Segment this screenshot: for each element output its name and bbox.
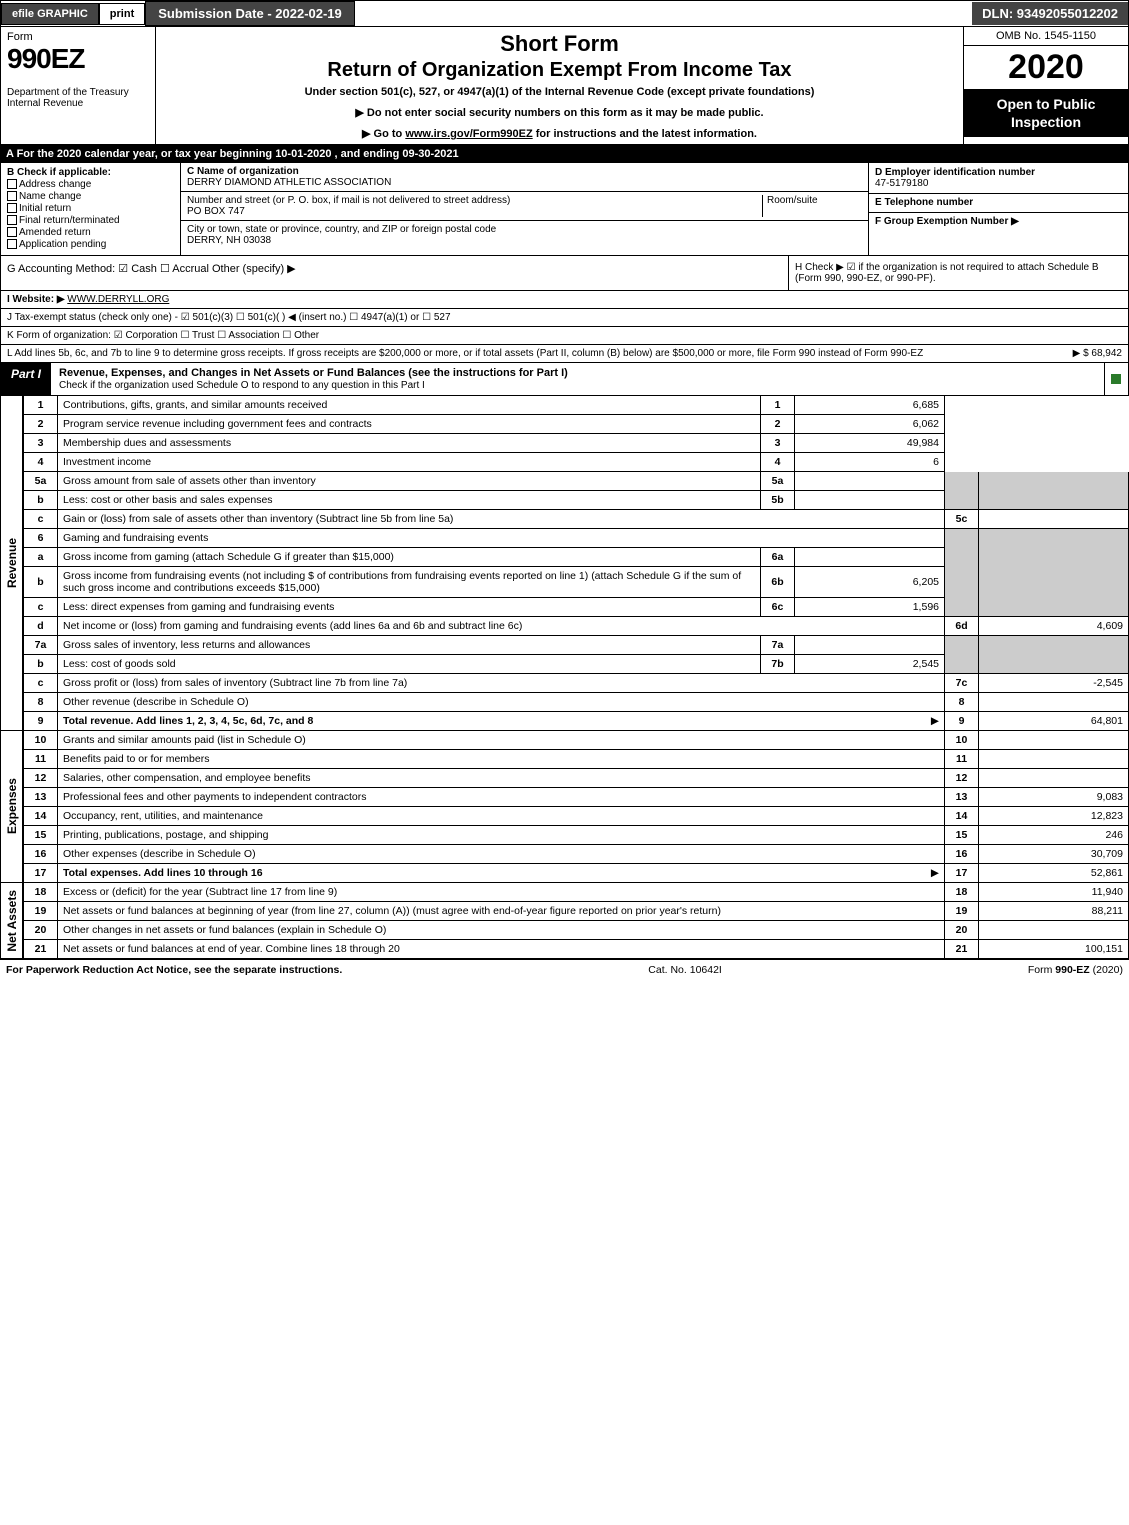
line-h: H Check ▶ ☑ if the organization is not r… (788, 256, 1128, 290)
row-6d: dNet income or (loss) from gaming and fu… (24, 617, 1129, 636)
org-name: DERRY DIAMOND ATHLETIC ASSOCIATION (187, 177, 391, 188)
row-15: 15Printing, publications, postage, and s… (24, 826, 1129, 845)
box-d: D Employer identification number 47-5179… (868, 163, 1128, 255)
form-subtitle: Under section 501(c), 527, or 4947(a)(1)… (164, 86, 955, 98)
row-18: 18Excess or (deficit) for the year (Subt… (24, 883, 1129, 902)
part1-sub: Check if the organization used Schedule … (59, 380, 425, 391)
c-name-label: C Name of organization (187, 166, 299, 177)
header-left: Form 990EZ Department of the Treasury In… (1, 27, 156, 144)
line-i-label: I Website: ▶ (7, 294, 65, 305)
org-city: DERRY, NH 03038 (187, 235, 271, 246)
line-k: K Form of organization: ☑ Corporation ☐ … (0, 327, 1129, 345)
line-l-amount: ▶ $ 68,942 (1073, 348, 1122, 359)
side-revenue: Revenue (3, 534, 21, 592)
row-13: 13Professional fees and other payments t… (24, 788, 1129, 807)
row-19: 19Net assets or fund balances at beginni… (24, 902, 1129, 921)
row-20: 20Other changes in net assets or fund ba… (24, 921, 1129, 940)
dln-label: DLN: 93492055012202 (972, 2, 1128, 25)
note-goto-pre: ▶ Go to (362, 128, 405, 140)
gh-row: G Accounting Method: ☑ Cash ☐ Accrual Ot… (0, 256, 1129, 291)
row-16: 16Other expenses (describe in Schedule O… (24, 845, 1129, 864)
ein-value: 47-5179180 (875, 178, 1122, 189)
department-label: Department of the Treasury Internal Reve… (7, 87, 149, 109)
box-b-title: B Check if applicable: (7, 167, 174, 178)
submission-date: Submission Date - 2022-02-19 (145, 1, 355, 26)
chk-application-pending[interactable]: Application pending (7, 239, 174, 250)
efile-button[interactable]: efile GRAPHIC (1, 3, 99, 25)
row-7a: 7aGross sales of inventory, less returns… (24, 636, 1129, 655)
form-title: Return of Organization Exempt From Incom… (164, 59, 955, 82)
line-g: G Accounting Method: ☑ Cash ☐ Accrual Ot… (1, 256, 788, 290)
irs-link[interactable]: www.irs.gov/Form990EZ (405, 128, 532, 140)
expenses-table: 10Grants and similar amounts paid (list … (23, 731, 1129, 883)
room-suite-label: Room/suite (767, 195, 818, 206)
footer-mid: Cat. No. 10642I (648, 964, 722, 976)
note-goto: ▶ Go to www.irs.gov/Form990EZ for instru… (164, 127, 955, 140)
side-expenses: Expenses (3, 774, 21, 838)
row-12: 12Salaries, other compensation, and empl… (24, 769, 1129, 788)
header-mid: Short Form Return of Organization Exempt… (156, 27, 963, 144)
part1-bar: Part I Revenue, Expenses, and Changes in… (0, 363, 1129, 396)
org-address: PO BOX 747 (187, 206, 245, 217)
top-bar: efile GRAPHIC print Submission Date - 20… (0, 0, 1129, 27)
row-5a: 5aGross amount from sale of assets other… (24, 472, 1129, 491)
print-button[interactable]: print (99, 3, 145, 25)
chk-final-return[interactable]: Final return/terminated (7, 215, 174, 226)
footer-left: For Paperwork Reduction Act Notice, see … (6, 964, 342, 976)
box-b: B Check if applicable: Address change Na… (1, 163, 181, 255)
row-6: 6Gaming and fundraising events (24, 529, 1129, 548)
c-addr-label: Number and street (or P. O. box, if mail… (187, 195, 510, 206)
website-value: WWW.DERRYLL.ORG (67, 294, 169, 305)
page-footer: For Paperwork Reduction Act Notice, see … (0, 959, 1129, 980)
e-tel-label: E Telephone number (875, 197, 973, 208)
line-a: A For the 2020 calendar year, or tax yea… (0, 145, 1129, 163)
line-i: I Website: ▶ WWW.DERRYLL.ORG (0, 291, 1129, 309)
row-9: 9Total revenue. Add lines 1, 2, 3, 4, 5c… (24, 712, 1129, 731)
row-17: 17Total expenses. Add lines 10 through 1… (24, 864, 1129, 883)
expenses-section: Expenses 10Grants and similar amounts pa… (0, 731, 1129, 883)
note-ssn: ▶ Do not enter social security numbers o… (164, 106, 955, 119)
box-c: C Name of organization DERRY DIAMOND ATH… (181, 163, 868, 255)
chk-amended-return[interactable]: Amended return (7, 227, 174, 238)
row-2: 2Program service revenue including gover… (24, 415, 1129, 434)
form-label: Form (7, 31, 149, 43)
revenue-table: 1Contributions, gifts, grants, and simil… (23, 396, 1129, 731)
side-net-assets: Net Assets (3, 886, 21, 956)
net-assets-table: 18Excess or (deficit) for the year (Subt… (23, 883, 1129, 959)
line-l-text: L Add lines 5b, 6c, and 7b to line 9 to … (7, 348, 923, 359)
chk-initial-return[interactable]: Initial return (7, 203, 174, 214)
bcd-box: B Check if applicable: Address change Na… (0, 163, 1129, 256)
line-l: L Add lines 5b, 6c, and 7b to line 9 to … (0, 345, 1129, 363)
part1-tab: Part I (1, 363, 51, 395)
footer-right: Form 990-EZ (2020) (1028, 964, 1123, 976)
chk-name-change[interactable]: Name change (7, 191, 174, 202)
header-right: OMB No. 1545-1150 2020 Open to Public In… (963, 27, 1128, 144)
row-1: 1Contributions, gifts, grants, and simil… (24, 396, 1129, 415)
form-header: Form 990EZ Department of the Treasury In… (0, 27, 1129, 145)
note-goto-post: for instructions and the latest informat… (533, 128, 757, 140)
row-5c: cGain or (loss) from sale of assets othe… (24, 510, 1129, 529)
c-city-label: City or town, state or province, country… (187, 224, 496, 235)
tax-year: 2020 (964, 46, 1128, 89)
f-group-label: F Group Exemption Number ▶ (875, 216, 1019, 227)
row-11: 11Benefits paid to or for members11 (24, 750, 1129, 769)
row-7c: cGross profit or (loss) from sales of in… (24, 674, 1129, 693)
omb-number: OMB No. 1545-1150 (964, 27, 1128, 46)
row-14: 14Occupancy, rent, utilities, and mainte… (24, 807, 1129, 826)
net-assets-section: Net Assets 18Excess or (deficit) for the… (0, 883, 1129, 959)
row-10: 10Grants and similar amounts paid (list … (24, 731, 1129, 750)
part1-check[interactable] (1111, 374, 1121, 384)
short-form-label: Short Form (164, 31, 955, 57)
row-4: 4Investment income46 (24, 453, 1129, 472)
chk-address-change[interactable]: Address change (7, 179, 174, 190)
row-3: 3Membership dues and assessments349,984 (24, 434, 1129, 453)
part1-title: Revenue, Expenses, and Changes in Net As… (51, 363, 1104, 395)
row-21: 21Net assets or fund balances at end of … (24, 940, 1129, 959)
d-ein-label: D Employer identification number (875, 167, 1122, 178)
form-number: 990EZ (7, 43, 149, 75)
line-j: J Tax-exempt status (check only one) - ☑… (0, 309, 1129, 327)
revenue-section: Revenue 1Contributions, gifts, grants, a… (0, 396, 1129, 731)
open-inspection: Open to Public Inspection (964, 89, 1128, 137)
row-8: 8Other revenue (describe in Schedule O)8 (24, 693, 1129, 712)
